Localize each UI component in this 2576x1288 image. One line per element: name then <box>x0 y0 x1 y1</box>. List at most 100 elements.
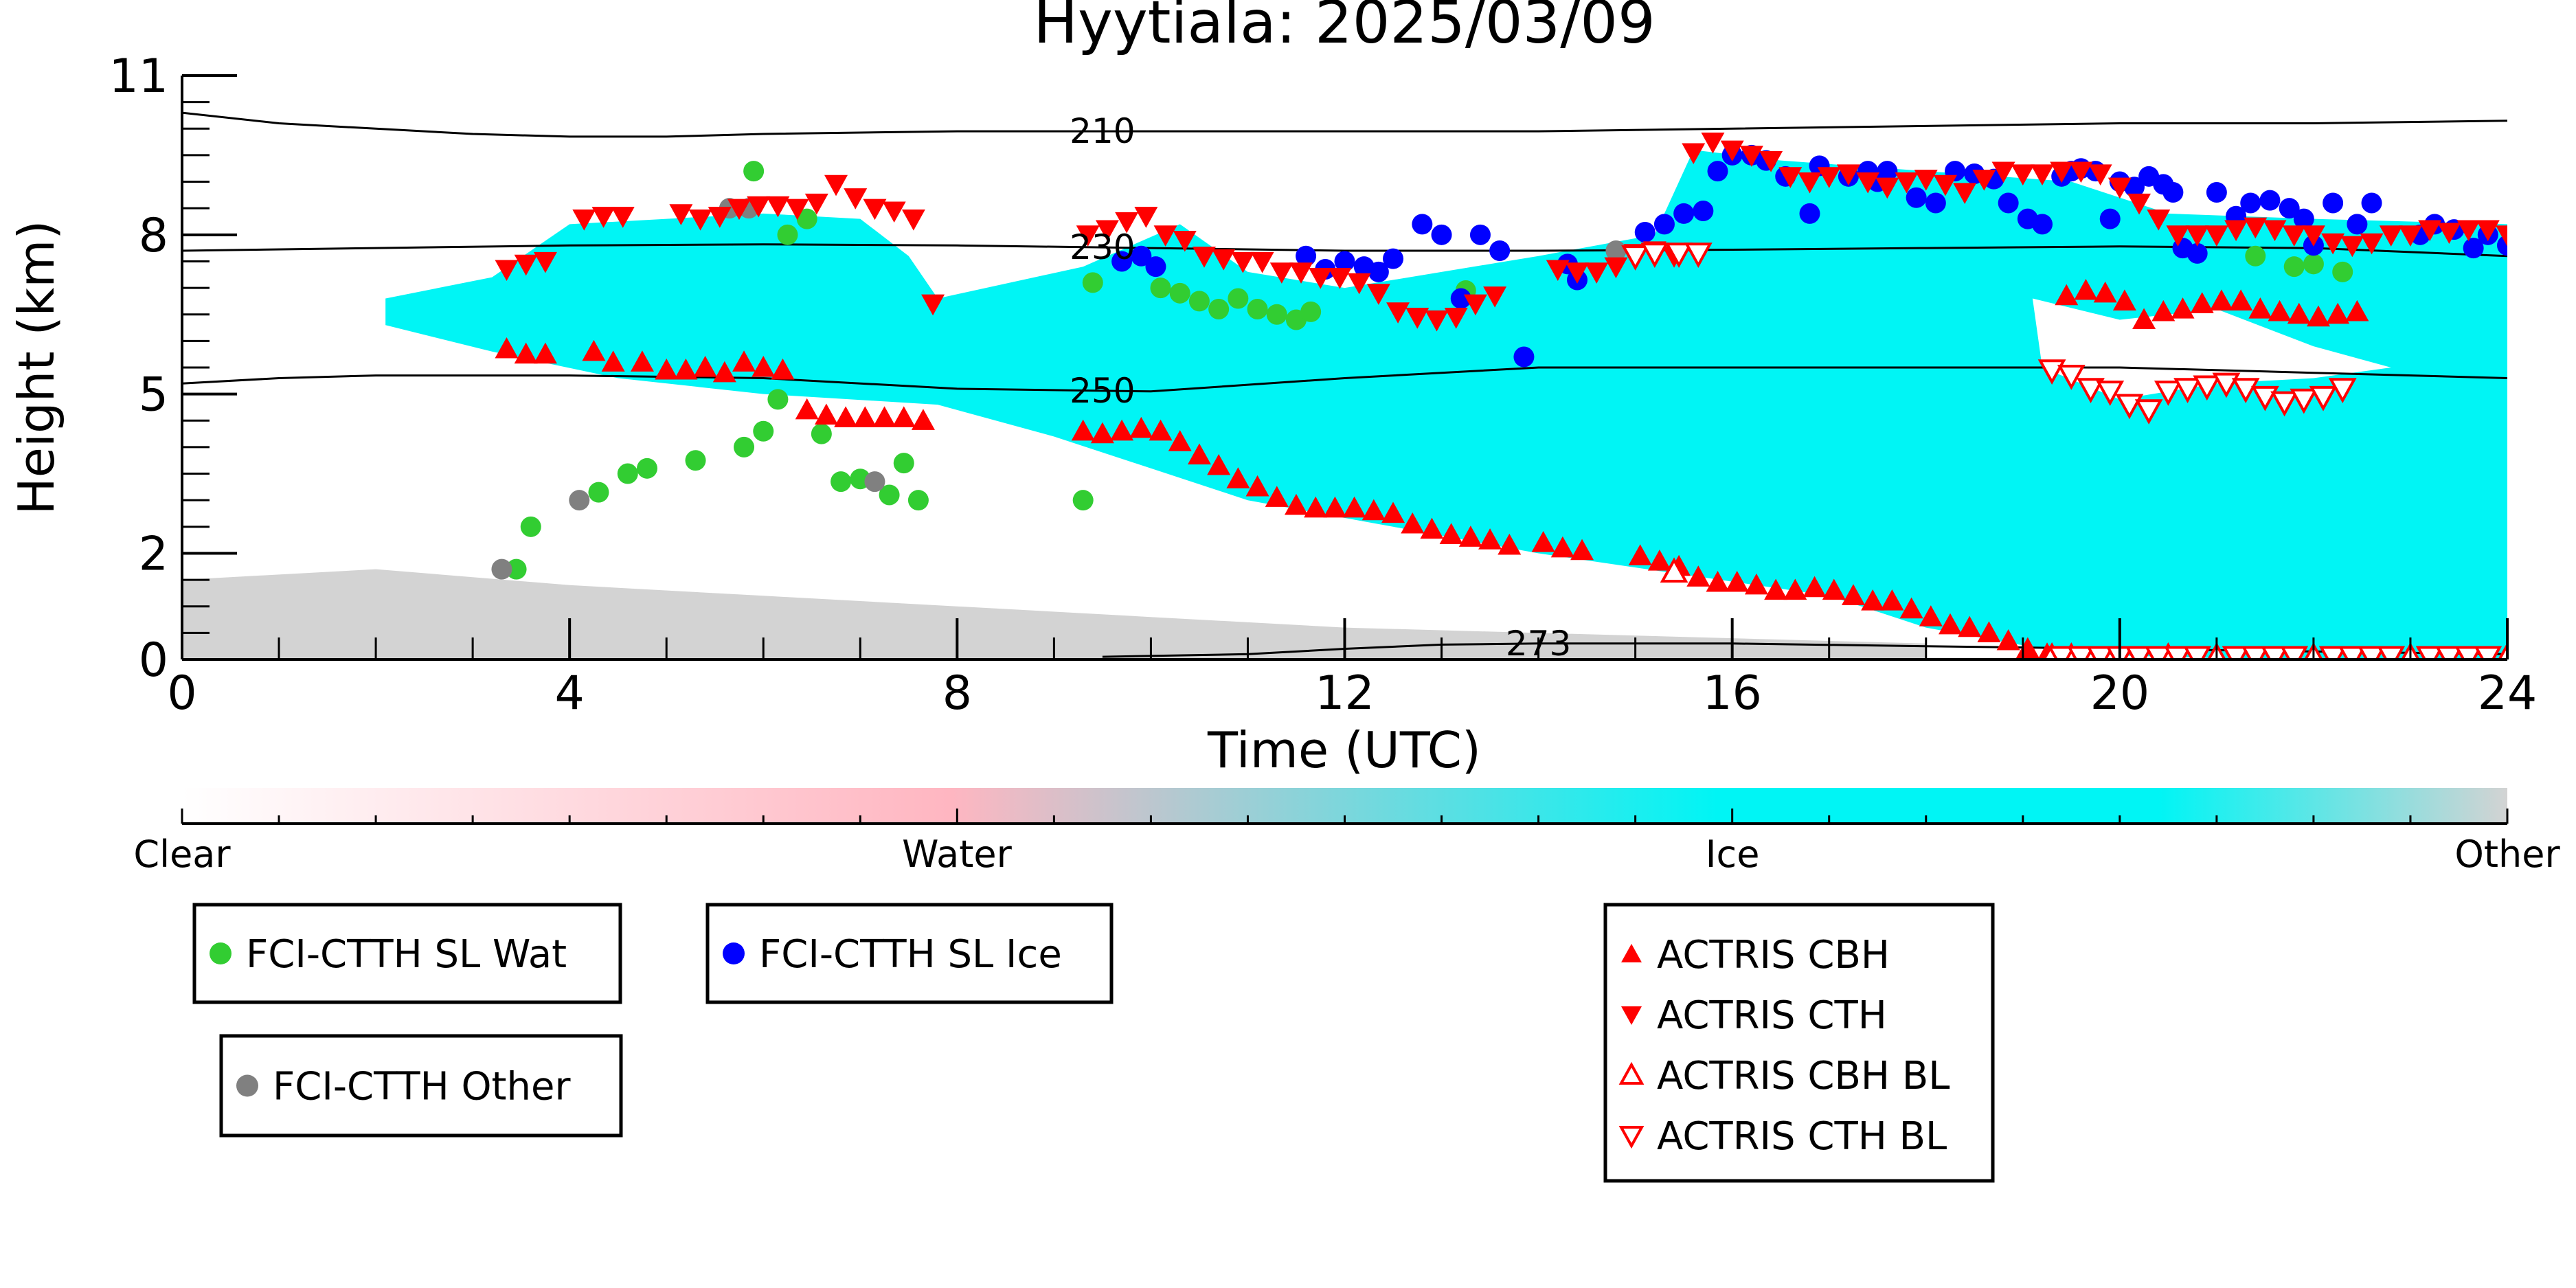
colorbar-label: Other <box>2454 833 2560 876</box>
data-point <box>2244 217 2268 239</box>
legend-label: FCI-CTTH SL Wat <box>246 932 567 977</box>
y-tick-label: 8 <box>139 209 168 263</box>
legend-label: ACTRIS CBH <box>1657 933 1890 978</box>
data-point <box>1817 167 1841 188</box>
legend-label: ACTRIS CTH BL <box>1657 1114 1947 1159</box>
data-point <box>893 453 914 474</box>
series-fci-ctth-sl-wat <box>506 161 2353 580</box>
x-tick-label: 16 <box>1702 666 1762 721</box>
data-point <box>2185 225 2209 247</box>
legend-marker <box>236 1074 258 1097</box>
data-point <box>1664 242 1693 268</box>
data-point <box>2077 378 2105 404</box>
isotherm-label-210: 210 <box>1070 111 1135 151</box>
data-point <box>2268 300 2292 321</box>
data-point <box>2074 278 2098 300</box>
x-tick-label: 24 <box>2478 666 2538 721</box>
data-point <box>1265 486 1289 507</box>
data-point <box>2345 300 2369 321</box>
legend-label: FCI-CTTH Other <box>273 1065 571 1109</box>
data-point <box>1168 430 1192 451</box>
legend-frame <box>705 903 1114 1004</box>
data-point <box>2047 646 2076 659</box>
legend-box: FCI-CTTH Other <box>219 1034 623 1138</box>
data-point <box>1836 164 1860 185</box>
data-point <box>1231 251 1255 273</box>
data-point <box>1478 528 1502 550</box>
data-point <box>2162 182 2184 203</box>
data-point <box>2164 646 2192 659</box>
data-point <box>814 403 838 425</box>
data-point <box>2173 378 2202 404</box>
data-point <box>2347 214 2368 235</box>
data-point <box>1996 629 2020 651</box>
data-point <box>796 208 817 229</box>
data-point <box>1347 273 1371 295</box>
data-point <box>2379 225 2403 247</box>
data-point <box>1228 288 1249 309</box>
data-point <box>514 342 538 364</box>
y-tick-label: 2 <box>139 527 168 581</box>
cloud-mask-background <box>182 150 2507 659</box>
data-point <box>514 254 538 276</box>
data-point <box>1640 242 1669 268</box>
data-point <box>2222 646 2250 659</box>
data-point <box>1134 207 1158 228</box>
data-point <box>2151 300 2176 321</box>
data-point <box>2127 193 2151 215</box>
data-point <box>2332 261 2353 282</box>
data-point <box>533 342 557 364</box>
data-point <box>1621 245 1650 271</box>
data-point <box>2057 364 2086 390</box>
data-point <box>753 420 774 442</box>
data-point <box>1188 291 1210 312</box>
data-point <box>2361 192 2382 214</box>
data-point <box>1546 260 1570 282</box>
data-point <box>767 389 789 410</box>
data-point <box>491 558 512 580</box>
data-point <box>1604 257 1628 279</box>
data-point <box>732 350 756 372</box>
legend-box: ACTRIS CBH ACTRIS CTH ACTRIS CBH BL ACTRIS … <box>1603 903 1995 1183</box>
data-point <box>2037 359 2066 385</box>
data-point <box>582 339 606 361</box>
data-point <box>669 204 693 225</box>
data-point <box>1914 170 1938 191</box>
data-point <box>1309 268 1333 289</box>
data-point <box>844 188 868 210</box>
isotherm-line-250 <box>182 366 2507 393</box>
data-point <box>2144 646 2173 659</box>
data-point <box>1759 151 1783 172</box>
data-point <box>1628 544 1652 565</box>
data-point <box>2474 646 2502 659</box>
legend-label: ACTRIS CBH BL <box>1657 1054 1950 1098</box>
data-point <box>1247 299 1268 319</box>
legend-marker <box>723 942 745 964</box>
data-point <box>712 361 736 383</box>
data-point <box>2318 646 2347 659</box>
legend-marker <box>1621 944 1642 962</box>
data-point <box>2326 302 2350 324</box>
data-point <box>617 463 638 484</box>
data-point <box>2171 297 2195 319</box>
data-point <box>2303 253 2324 275</box>
data-point <box>2229 289 2253 311</box>
data-point <box>2476 220 2500 242</box>
data-point <box>1803 576 1827 598</box>
colorbar: Clear Water Ice Other <box>133 788 2560 876</box>
data-point <box>2166 225 2190 247</box>
data-point <box>1405 307 1430 329</box>
data-point <box>1266 304 1287 325</box>
data-point <box>911 409 935 430</box>
data-point <box>863 199 887 221</box>
data-point <box>2134 399 2163 425</box>
x-axis-label: Time (UTC) <box>1207 721 1481 779</box>
data-point <box>752 356 776 377</box>
data-point <box>2112 289 2136 311</box>
data-point <box>1245 475 1269 497</box>
data-point <box>2398 225 2422 247</box>
data-point <box>1076 225 1100 247</box>
data-point <box>1111 251 1133 272</box>
data-point <box>831 471 852 493</box>
data-point <box>2338 646 2366 659</box>
